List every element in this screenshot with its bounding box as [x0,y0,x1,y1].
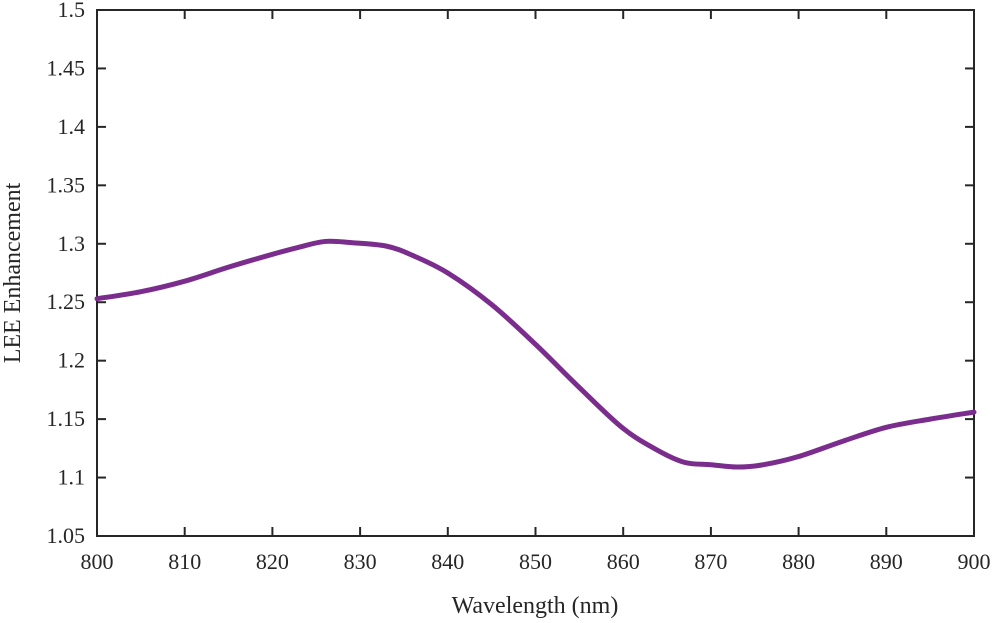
x-tick-label: 800 [81,549,114,574]
y-tick-label: 1.2 [58,348,86,373]
x-tick-label: 820 [256,549,289,574]
x-tick-label: 850 [519,549,552,574]
y-tick-label: 1.05 [47,523,86,548]
y-tick-label: 1.35 [47,172,86,197]
x-tick-label: 900 [958,549,991,574]
y-tick-label: 1.45 [47,55,86,80]
x-tick-label: 890 [870,549,903,574]
x-tick-label: 810 [168,549,201,574]
x-tick-label: 840 [431,549,464,574]
x-tick-label: 880 [782,549,815,574]
x-tick-labels: 800 810 820 830 840 850 860 870 880 890 900 [81,549,991,574]
x-tick-label: 860 [607,549,640,574]
y-tick-label: 1.25 [47,289,86,314]
y-tick-label: 1.1 [58,465,86,490]
y-tick-label: 1.3 [58,231,86,256]
plot-area [96,9,975,537]
y-tick-label: 1.5 [58,0,86,22]
x-tick-label: 870 [694,549,727,574]
axis-ticks [96,9,975,537]
y-tick-label: 1.15 [47,406,86,431]
y-tick-labels: 1.05 1.1 1.15 1.2 1.25 1.3 1.35 1.4 1.45 1.5 [47,0,86,548]
x-axis-title: Wavelength (nm) [452,593,619,619]
y-tick-label: 1.4 [58,114,86,139]
y-axis-title: LEE Enhancement [0,182,26,363]
x-tick-label: 830 [344,549,377,574]
series-line [94,238,977,470]
